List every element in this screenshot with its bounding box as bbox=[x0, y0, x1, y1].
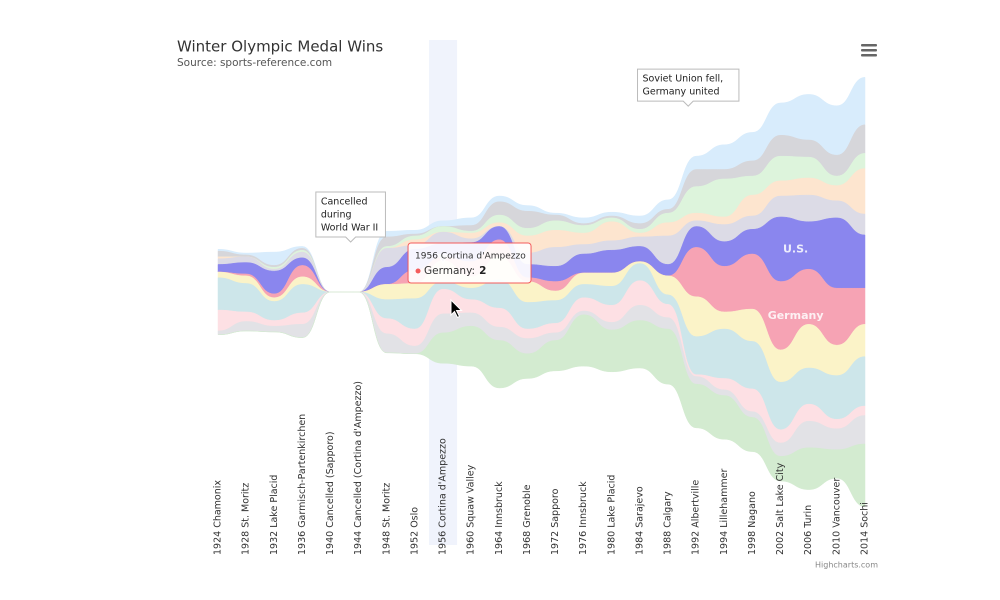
x-tick-label: 1972 Sapporo bbox=[550, 488, 561, 555]
x-tick-label: 1960 Squaw Valley bbox=[466, 464, 477, 555]
streams: U.S. Germany bbox=[217, 77, 866, 507]
x-tick-label: 1994 Lillehammer bbox=[719, 469, 730, 555]
x-tick-label: 1968 Grenoble bbox=[522, 484, 533, 555]
x-tick-label: 1948 St. Moritz bbox=[381, 483, 392, 555]
stream-area bbox=[217, 291, 866, 507]
x-tick-label: 1980 Lake Placid bbox=[606, 475, 617, 555]
x-tick-label: 1952 Oslo bbox=[409, 507, 420, 555]
x-tick-label: 2002 Salt Lake City bbox=[775, 462, 786, 555]
annotation-text: Soviet Union fell, bbox=[643, 74, 724, 85]
tooltip-value: 2 bbox=[479, 265, 486, 277]
tooltip-header: 1956 Cortina d'Ampezzo bbox=[415, 252, 526, 262]
x-tick-label: 1928 St. Moritz bbox=[241, 483, 252, 555]
stream-label: U.S. bbox=[783, 242, 808, 255]
x-tick-label: 1998 Nagano bbox=[747, 491, 758, 555]
x-tick-label: 1924 Chamonix bbox=[213, 480, 224, 555]
x-tick-label: 1940 Cancelled (Sapporo) bbox=[325, 431, 336, 555]
x-tick-label: 2010 Vancouver bbox=[831, 478, 842, 555]
annotation-text: during bbox=[321, 210, 352, 221]
x-tick-label: 2014 Sochi bbox=[860, 502, 871, 555]
x-tick-label: 1988 Calgary bbox=[663, 491, 674, 555]
stream-label: Germany bbox=[768, 309, 824, 322]
x-tick-label: 1936 Garmisch-Partenkirchen bbox=[297, 414, 308, 555]
x-tick-label: 1992 Albertville bbox=[691, 480, 702, 555]
x-tick-label: 1932 Lake Placid bbox=[269, 475, 280, 555]
chart-title: Winter Olympic Medal Wins bbox=[177, 38, 383, 56]
annotation-text: Cancelled bbox=[321, 197, 368, 208]
annotation-box bbox=[315, 191, 386, 243]
annotation-text: Germany united bbox=[643, 87, 720, 98]
tooltip-label: Germany: bbox=[424, 265, 475, 277]
annotation-text: World War II bbox=[321, 223, 378, 234]
annotation-box bbox=[637, 68, 740, 107]
x-tick-label: 2006 Turin bbox=[803, 505, 814, 555]
menu-button[interactable] bbox=[861, 44, 877, 57]
x-tick-label: 1944 Cancelled (Cortina d'Ampezzo) bbox=[353, 381, 364, 555]
x-tick-label: 1976 Innsbruck bbox=[578, 481, 589, 555]
credits[interactable]: Highcharts.com bbox=[815, 561, 878, 570]
tooltip-bullet bbox=[415, 268, 421, 274]
tooltip-box bbox=[407, 242, 532, 284]
x-tick-label: 1956 Cortina d'Ampezzo bbox=[438, 438, 449, 555]
cursor bbox=[450, 298, 463, 319]
x-tick-label: 1964 Innsbruck bbox=[494, 481, 505, 555]
chart-subtitle: Source: sports-reference.com bbox=[177, 57, 332, 69]
x-tick-label: 1984 Sarajevo bbox=[634, 486, 645, 555]
